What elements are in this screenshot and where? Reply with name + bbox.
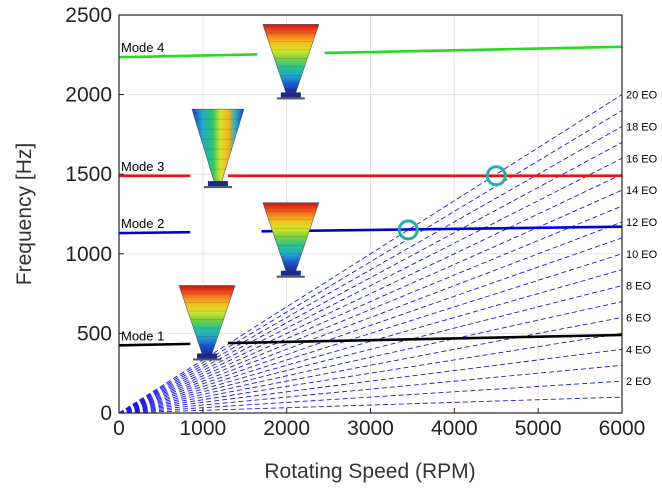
blade-platform [276,97,305,100]
eo-line-18 [119,126,622,413]
mode-line-2 [119,230,191,235]
eo-line-17 [119,141,622,413]
blade-platform [193,358,222,361]
blade-root [207,181,228,187]
crossing-markers [397,165,507,241]
x-tick-label: 6000 [599,417,646,440]
eo-label-14: 14 EO [626,185,658,197]
mode-line-1 [227,333,622,345]
y-tick-label: 1000 [65,243,112,266]
eo-line-9 [119,269,622,413]
eo-line-12 [119,221,622,413]
mode-line-4 [119,53,258,59]
blade-platform [276,275,305,278]
y-tick-label: 500 [77,322,112,345]
x-tick-label: 3000 [347,417,394,440]
eo-line-7 [119,301,622,413]
eo-line-16 [119,157,622,413]
blade-platform [203,186,232,189]
x-axis-label: Rotating Speed (RPM) [264,460,475,483]
mode-shape-4 [262,24,320,100]
x-tick-label: 1000 [179,417,226,440]
engine-order-lines [119,94,622,413]
mode-shape-images [178,24,320,361]
eo-line-8 [119,285,622,413]
mode-label-4: Mode 4 [121,40,164,55]
y-tick-label: 0 [100,402,112,425]
eo-label-4: 4 EO [626,344,652,356]
mode-line-2 [261,225,622,233]
eo-line-6 [119,317,622,413]
x-tick-label: 4000 [431,417,478,440]
mode-lines [119,45,622,347]
y-tick-label: 1500 [65,163,112,186]
eo-label-18: 18 EO [626,121,658,133]
mode-label-1: Mode 1 [121,328,164,343]
mode-shape-3 [191,108,245,189]
axis-ticks: 0 1000 2000 3000 4000 5000 6000 0 500 1000 1500 200… [65,4,645,440]
eo-line-3 [119,364,622,413]
x-tick-label: 5000 [515,417,562,440]
mode-shape-2 [262,202,320,278]
mode-label-3: Mode 3 [121,159,164,174]
eo-label-6: 6 EO [626,312,652,324]
mode-line-1 [119,342,191,347]
y-tick-label: 2000 [65,84,112,107]
x-tick-label: 0 [113,417,125,440]
eo-label-20: 20 EO [626,90,658,102]
eo-label-12: 12 EO [626,217,658,229]
mode-label-2: Mode 2 [121,216,164,231]
y-tick-label: 2500 [65,4,112,27]
eo-line-13 [119,205,622,413]
eo-line-19 [119,110,622,413]
eo-line-15 [119,173,622,413]
crossing-marker [485,165,507,187]
eo-line-11 [119,237,622,413]
mode-shape-1 [178,285,236,361]
eo-label-10: 10 EO [626,249,658,261]
blade-root [197,353,218,359]
blade-root [280,270,301,276]
crossing-marker [397,219,419,241]
x-tick-label: 2000 [263,417,310,440]
series-labels: Mode 1 Mode 2 Mode 3 Mode 4 2 EO 4 EO 6 EO 8 EO… [121,40,658,388]
eo-label-2: 2 EO [626,376,652,388]
eo-line-5 [119,332,622,413]
eo-line-2 [119,380,622,413]
eo-label-16: 16 EO [626,153,658,165]
y-axis-label: Frequency [Hz] [13,143,36,285]
eo-line-4 [119,348,622,413]
mode-line-4 [324,45,622,55]
eo-label-8: 8 EO [626,281,652,293]
blade-root [280,92,301,98]
